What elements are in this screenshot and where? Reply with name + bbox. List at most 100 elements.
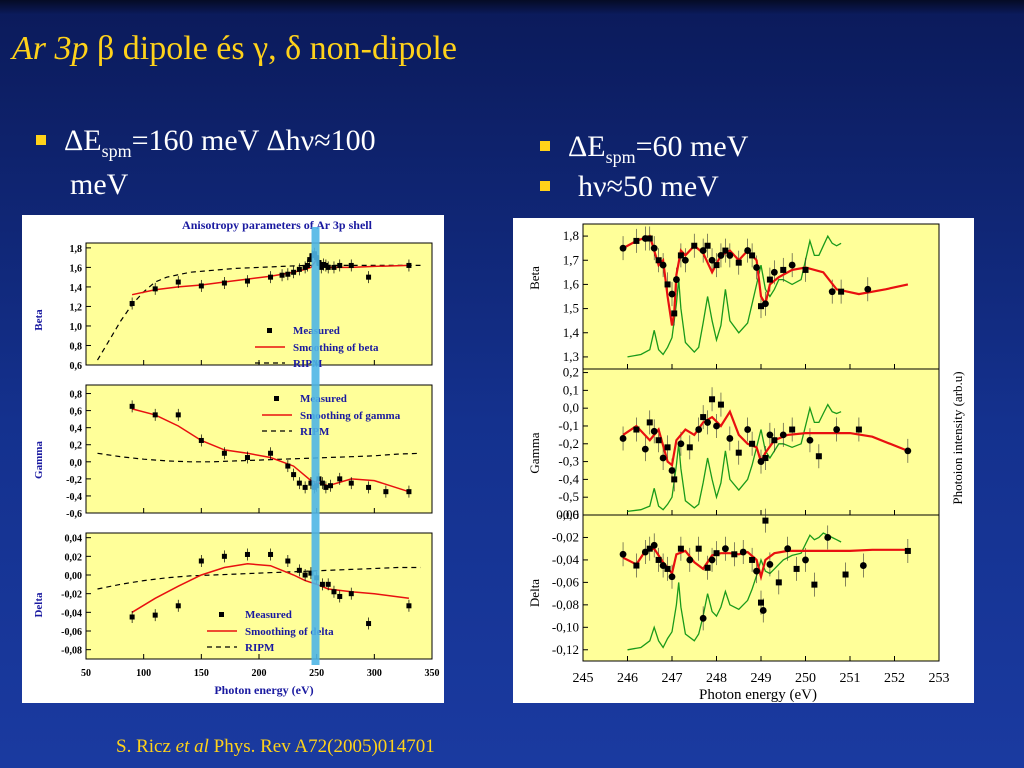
measured-point <box>348 262 354 268</box>
legend-smoothing: Smoothing of gamma <box>300 410 401 422</box>
bullet-left-cont: meV <box>70 168 129 201</box>
x-tick-label: 249 <box>751 671 772 686</box>
measured-point <box>619 244 627 252</box>
measured-point <box>366 484 372 490</box>
y-tick-label: 1,5 <box>563 301 579 316</box>
measured-point <box>784 545 792 553</box>
legend-measured: Measured <box>245 609 292 621</box>
measured-point <box>739 548 747 556</box>
measured-point <box>726 435 734 442</box>
measured-point <box>699 247 707 254</box>
x-tick-label: 300 <box>367 668 382 679</box>
measured-point <box>864 285 872 293</box>
y-tick-label: -0,08 <box>552 597 579 612</box>
measured-point <box>704 419 711 426</box>
left-panel-beta: 0,60,81,01,21,41,61,8BetaMeasuredSmoothi… <box>33 242 433 372</box>
measured-point <box>713 262 720 269</box>
bullet-right-1: ΔEspm=60 meV <box>540 130 748 174</box>
measured-point <box>671 476 678 483</box>
measured-point <box>198 437 204 443</box>
y-tick-label: -0,5 <box>558 489 579 504</box>
citation-etal: et al <box>175 736 209 757</box>
right-chart-svg: 1,31,41,51,61,71,8Beta-0,6-0,5-0,4-0,3-0… <box>527 223 965 703</box>
y-axis-label: Gamma <box>33 441 45 479</box>
bullet-left-rest: =160 meV Δhν≈100 <box>131 124 376 157</box>
measured-point <box>735 449 742 456</box>
measured-point <box>762 517 769 524</box>
y-tick-label: 0,6 <box>70 361 83 372</box>
measured-point <box>668 467 676 474</box>
y-tick-label: 1,0 <box>70 322 83 333</box>
right-panel-gamma: -0,6 -0,5 -0,4 -0,3 -0,2 -0,1 0,0 0,1 0,2 Gamma <box>527 365 940 522</box>
x-axis-label: Photon energy (eV) <box>214 683 313 697</box>
measured-point <box>838 288 845 295</box>
legend-ripm: RIPM <box>245 642 275 654</box>
measured-point <box>331 589 337 595</box>
y-tick-label: 1,4 <box>70 283 83 294</box>
y-axis-label: Gamma <box>527 432 542 473</box>
legend-marker-measured <box>219 612 224 617</box>
left-chart-svg: Anisotropy parameters of Ar 3p shell 0,6 0… <box>33 218 440 697</box>
legend-marker-measured <box>267 328 272 333</box>
measured-point <box>759 607 767 614</box>
measured-point <box>285 463 291 469</box>
legend-marker-measured <box>274 396 279 401</box>
measured-point <box>766 431 774 439</box>
measured-point <box>175 279 181 285</box>
bullet-right1-rest: =60 meV <box>635 130 749 163</box>
y-tick-label: 1,8 <box>70 244 83 255</box>
left-panel-gamma: -0,6 -0,4 -0,2 0,0 0,2 0,4 0,6 0,8 Gamma Measured… <box>33 384 433 520</box>
measured-point <box>770 268 778 276</box>
x-tick-label: 251 <box>840 671 861 686</box>
measured-point <box>659 454 667 462</box>
measured-point <box>285 558 291 564</box>
y-tick-label: 0,0 <box>70 458 83 469</box>
x-tick-label: 246 <box>617 671 638 686</box>
y-axis-label: Delta <box>33 592 45 618</box>
x-tick-label: 250 <box>309 668 324 679</box>
measured-point <box>318 264 324 270</box>
measured-point <box>704 242 711 249</box>
measured-point <box>175 412 181 418</box>
plot-area <box>85 242 433 366</box>
measured-point <box>296 480 302 486</box>
x-tick-label: 250 <box>795 671 816 686</box>
measured-point <box>677 545 684 552</box>
y-tick-label: 0,02 <box>65 552 83 563</box>
smoothing-line <box>622 409 909 468</box>
measured-point <box>291 472 297 478</box>
measured-point <box>152 412 158 418</box>
measured-point <box>753 567 760 575</box>
measured-point <box>749 252 756 259</box>
measured-point <box>655 556 662 563</box>
y-axis-label: Beta <box>33 309 45 331</box>
measured-point <box>691 242 698 249</box>
measured-point <box>244 551 250 557</box>
x-tick-label: 253 <box>929 671 950 686</box>
y-tick-label: -0,2 <box>558 436 579 451</box>
right-panel-delta: -0,12 -0,10 -0,08 -0,06 -0,04 -0,02 0,00 Delta <box>527 507 940 662</box>
measured-point <box>307 257 313 263</box>
measured-point <box>681 256 689 264</box>
measured-point <box>221 280 227 286</box>
measured-point <box>744 426 752 433</box>
measured-point <box>700 414 707 421</box>
y-tick-label: 1,8 <box>563 228 579 243</box>
measured-point <box>828 288 836 296</box>
measured-point <box>713 550 720 557</box>
y-tick-label: -0,4 <box>66 492 82 503</box>
measured-point <box>366 274 372 280</box>
measured-point <box>833 426 841 433</box>
bullet-square-icon <box>540 181 550 192</box>
ripm-line <box>97 566 421 590</box>
measured-point <box>722 247 729 254</box>
measured-point <box>152 286 158 292</box>
bullet-square-icon <box>540 141 550 152</box>
bullet-right1-delta: ΔE <box>568 130 606 163</box>
measured-point <box>677 252 684 259</box>
measured-point <box>749 440 756 447</box>
y-tick-label: 0,2 <box>563 365 579 380</box>
plot-area <box>85 384 433 514</box>
y-tick-label: 0,00 <box>65 571 83 582</box>
measured-point <box>762 455 769 462</box>
